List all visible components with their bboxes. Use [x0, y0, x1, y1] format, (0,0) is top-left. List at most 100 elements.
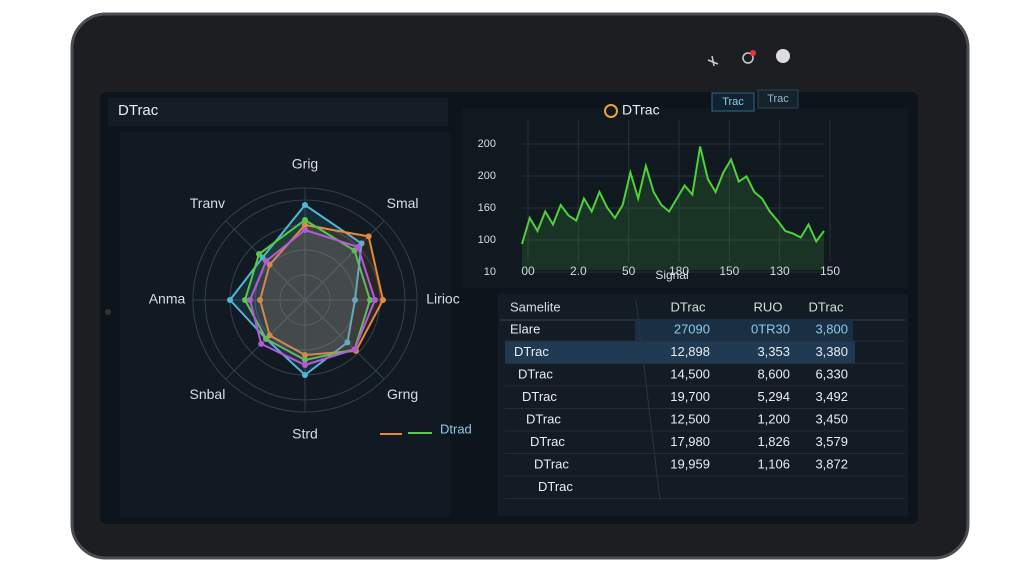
row-label: DTrac: [518, 366, 553, 381]
table-cell: 3,450: [815, 411, 848, 426]
avatar[interactable]: [776, 49, 790, 63]
axis-label: Grig: [292, 156, 318, 172]
line: [521, 146, 825, 245]
radar-spoke: [304, 220, 385, 301]
table-cell: 5,294: [757, 389, 790, 404]
radar-point: [258, 340, 265, 347]
table-cell: 8,600: [757, 366, 790, 381]
radar-point: [242, 297, 248, 303]
app-title: DTrac: [118, 102, 159, 119]
table-header: DTrac: [809, 299, 844, 314]
col-rule: [635, 299, 661, 501]
table-cell: 3,800: [815, 321, 848, 336]
axis-label: Snbal: [190, 386, 226, 402]
table-cell: 1,200: [757, 411, 790, 426]
y-tick-label: 160: [478, 202, 496, 214]
x-tick-label: 00: [521, 264, 535, 278]
line-area: [522, 146, 824, 270]
table-cell: 17,980: [670, 434, 710, 449]
radar-point: [247, 297, 253, 303]
radar-point: [367, 297, 373, 303]
legend-label: Dtrad: [440, 421, 472, 436]
table-cell: 19,959: [670, 456, 710, 471]
tab-label[interactable]: Trac: [767, 93, 789, 105]
icon[interactable]: [707, 55, 719, 67]
tab-button[interactable]: [711, 92, 755, 112]
axis-label: Smal: [387, 195, 419, 211]
row-label: DTrac: [534, 456, 569, 471]
x-tick-label: 150: [719, 264, 739, 278]
table-cell: 0TR30: [751, 321, 790, 336]
radar-point: [380, 297, 386, 303]
y-tick-label: 200: [478, 170, 496, 182]
axis-label: Strd: [292, 426, 318, 442]
x-tick-label: 180: [669, 264, 689, 278]
radar-point: [355, 243, 362, 250]
radar-point: [263, 258, 270, 265]
x-tick-label: 150: [820, 264, 840, 278]
row-label: DTrac: [526, 411, 561, 426]
table-cell: 12,500: [670, 411, 710, 426]
y-tick-label: 10: [484, 266, 496, 278]
table-cell: 1,106: [757, 456, 790, 471]
row-label: DTrac: [530, 434, 565, 449]
panel-title: DTrac: [622, 102, 660, 118]
row-label: DTrac: [538, 479, 573, 494]
tab-label[interactable]: Trac: [722, 96, 744, 108]
x-tick-label: 2.0: [570, 264, 587, 278]
row-label: DTrac: [514, 344, 549, 359]
camera: [105, 309, 111, 315]
table-cell: 27090: [674, 321, 710, 336]
table-cell: 1,826: [757, 434, 790, 449]
axis-label: Anma: [149, 291, 186, 307]
x-tick-label: 130: [770, 264, 790, 278]
table-cell: 12,898: [670, 344, 710, 359]
radar-point: [302, 227, 308, 233]
radar-point: [372, 297, 378, 303]
radar-point: [302, 372, 308, 378]
radar-point: [365, 233, 372, 240]
radar-point: [351, 346, 358, 353]
table-cell: 3,492: [815, 389, 848, 404]
table-cell: 19,700: [670, 389, 710, 404]
row-label: Elare: [510, 321, 540, 336]
row-label: DTrac: [522, 389, 557, 404]
x-tick-label: 50: [622, 264, 636, 278]
radar-point: [344, 339, 351, 346]
table-header: Samelite: [510, 299, 561, 314]
radar-point: [256, 251, 263, 258]
icon[interactable]: [742, 52, 754, 64]
table-header: DTrac: [671, 299, 706, 314]
radar-point: [302, 202, 308, 208]
radar-point: [302, 217, 308, 223]
radar-spoke: [304, 299, 385, 380]
y-tick-label: 200: [478, 138, 496, 150]
tab-button[interactable]: [757, 89, 799, 109]
x-axis-label: Signal: [655, 268, 688, 282]
radar-point: [257, 297, 263, 303]
axis-label: Tranv: [190, 195, 225, 211]
table-cell: 6,330: [815, 366, 848, 381]
radar-panel: [120, 132, 450, 517]
row-highlight: [505, 341, 855, 364]
radar-point: [302, 357, 308, 363]
radar-point: [302, 352, 308, 358]
row-highlight: [635, 319, 853, 341]
table-cell: 3,380: [815, 344, 848, 359]
badge: [750, 50, 756, 56]
logo: [604, 104, 618, 118]
radar-point: [302, 362, 308, 368]
header-bar: [108, 98, 448, 126]
axis-label: Lirioc: [426, 291, 459, 307]
table-cell: 3,579: [815, 434, 848, 449]
radar-point: [227, 297, 233, 303]
y-tick-label: 100: [478, 234, 496, 246]
table-header: RUO: [754, 299, 783, 314]
radar-point: [352, 297, 358, 303]
table-cell: 3,872: [815, 456, 848, 471]
axis-label: Grng: [387, 386, 418, 402]
line-panel: [462, 108, 908, 288]
radar-point: [302, 222, 308, 228]
table-cell: 3,353: [757, 344, 790, 359]
